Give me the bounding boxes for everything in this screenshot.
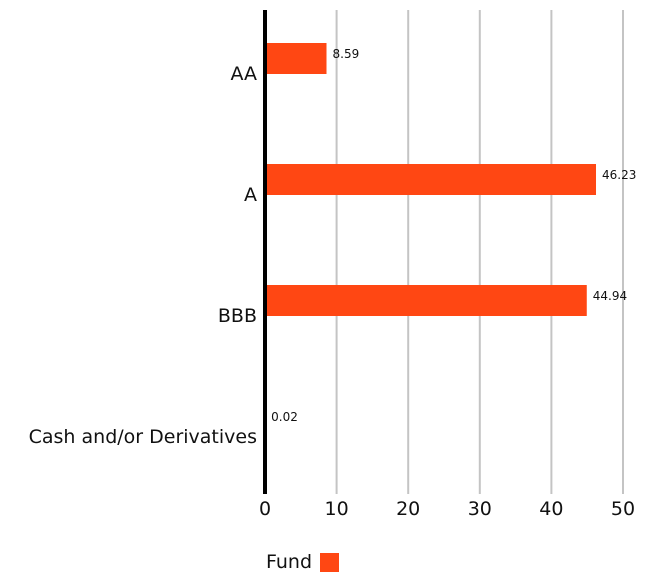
data-label: 0.02 bbox=[271, 410, 298, 424]
category-label: BBB bbox=[218, 305, 257, 327]
category-label: A bbox=[244, 184, 257, 206]
x-tick-label: 40 bbox=[539, 498, 563, 520]
category-label: Cash and/or Derivatives bbox=[29, 426, 257, 448]
data-labels: 8.59 46.23 44.94 0.02 bbox=[271, 47, 636, 424]
x-tick-label: 0 bbox=[259, 498, 271, 520]
x-tick-label: 30 bbox=[468, 498, 492, 520]
data-label: 8.59 bbox=[333, 47, 360, 61]
legend-swatch bbox=[320, 552, 340, 572]
gridlines bbox=[335, 10, 624, 494]
bars bbox=[265, 43, 597, 437]
x-tick-label: 10 bbox=[325, 498, 349, 520]
x-tick-label: 50 bbox=[611, 498, 635, 520]
bar bbox=[265, 285, 587, 316]
category-label: AA bbox=[230, 63, 257, 85]
x-tick-label: 20 bbox=[396, 498, 420, 520]
data-label: 46.23 bbox=[602, 168, 636, 182]
data-label: 44.94 bbox=[593, 289, 627, 303]
legend-label: Fund bbox=[266, 551, 313, 573]
bar bbox=[265, 164, 597, 195]
x-tick-labels: 0 10 20 30 40 50 bbox=[259, 498, 635, 520]
legend: Fund bbox=[266, 551, 340, 573]
bar bbox=[265, 43, 327, 74]
